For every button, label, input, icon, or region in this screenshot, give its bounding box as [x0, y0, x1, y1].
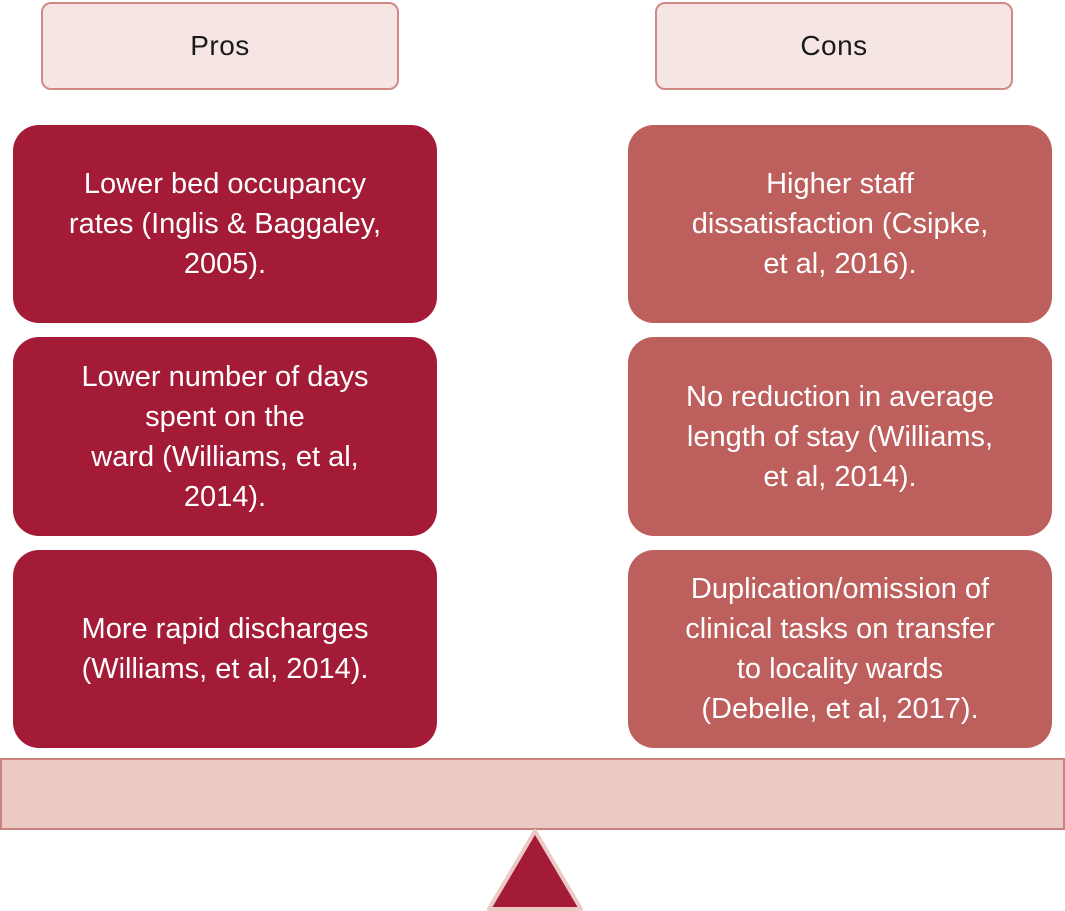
- pro-card-2-text: Lower number of days spent on the ward (…: [82, 357, 369, 517]
- con-card-1-text: Higher staff dissatisfaction (Csipke, et…: [692, 164, 989, 284]
- pro-card-2-line-1: Lower number of days: [81, 360, 369, 393]
- con-card-3: Duplication/omission of clinical tasks o…: [628, 550, 1052, 748]
- pro-card-3: More rapid discharges (Williams, et al, …: [13, 550, 437, 748]
- con-card-2-line-3: et al, 2014).: [763, 460, 917, 493]
- pro-card-3-text: More rapid discharges (Williams, et al, …: [82, 609, 369, 689]
- balance-beam: [0, 758, 1065, 830]
- con-card-1-line-3: et al, 2016).: [763, 248, 917, 280]
- pro-card-1-text: Lower bed occupancy rates (Inglis & Bagg…: [69, 164, 381, 284]
- pro-card-1-line-3: 2005).: [183, 248, 267, 280]
- con-card-3-line-2: clinical tasks on transfer: [685, 613, 995, 645]
- pro-card-3-line-1: More rapid discharges: [81, 613, 369, 645]
- con-card-2-line-2: length of stay (Williams,: [686, 420, 994, 453]
- cons-header-label: Cons: [800, 30, 868, 61]
- pro-card-2-line-2: spent on the: [145, 400, 305, 433]
- con-card-3-text: Duplication/omission of clinical tasks o…: [685, 569, 994, 729]
- fulcrum-triangle-icon: [487, 829, 583, 911]
- con-card-3-line-1: Duplication/omission of: [690, 573, 990, 605]
- pro-card-2-line-4: 2014).: [183, 480, 267, 513]
- cons-header: Cons: [655, 2, 1013, 90]
- con-card-1: Higher staff dissatisfaction (Csipke, et…: [628, 125, 1052, 323]
- pro-card-1-line-1: Lower bed occupancy: [83, 168, 367, 200]
- pro-card-1: Lower bed occupancy rates (Inglis & Bagg…: [13, 125, 437, 323]
- pro-card-2: Lower number of days spent on the ward (…: [13, 337, 437, 536]
- con-card-1-line-2: dissatisfaction (Csipke,: [691, 208, 989, 240]
- con-card-1-line-1: Higher staff: [766, 168, 914, 200]
- pro-card-3-line-2: (Williams, et al, 2014).: [81, 653, 369, 685]
- con-card-2-text: No reduction in average length of stay (…: [686, 377, 994, 497]
- con-card-3-line-3: to locality wards: [736, 653, 944, 685]
- pros-header-label: Pros: [190, 30, 250, 61]
- con-card-3-line-4: (Debelle, et al, 2017).: [701, 693, 979, 725]
- con-card-2: No reduction in average length of stay (…: [628, 337, 1052, 536]
- con-card-2-line-1: No reduction in average: [686, 380, 994, 413]
- pro-card-1-line-2: rates (Inglis & Baggaley,: [68, 208, 382, 240]
- pro-card-2-line-3: ward (Williams, et al,: [91, 440, 359, 473]
- pros-header: Pros: [41, 2, 399, 90]
